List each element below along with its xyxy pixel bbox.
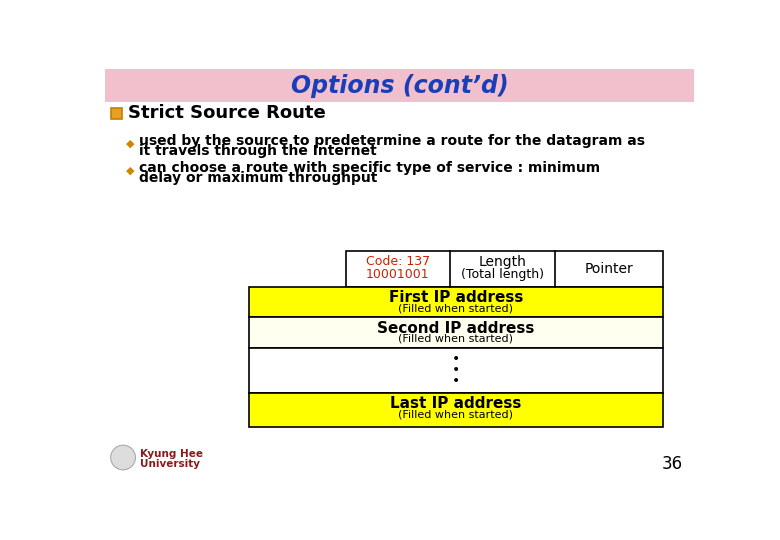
Text: Second IP address: Second IP address — [378, 321, 534, 336]
Bar — [112, 108, 122, 119]
Text: (Filled when started): (Filled when started) — [399, 334, 513, 344]
Text: 10001001: 10001001 — [366, 268, 430, 281]
Text: can choose a route with specific type of service : minimum: can choose a route with specific type of… — [140, 161, 601, 175]
Text: Pointer: Pointer — [585, 262, 633, 276]
Text: Last IP address: Last IP address — [390, 396, 522, 411]
Text: •: • — [452, 374, 460, 388]
Bar — [249, 393, 663, 427]
Text: it travels through the Internet: it travels through the Internet — [140, 144, 377, 158]
Text: University: University — [140, 458, 200, 469]
Text: (Filled when started): (Filled when started) — [399, 409, 513, 420]
Circle shape — [111, 445, 136, 470]
Text: ◆: ◆ — [126, 139, 134, 149]
Text: ◆: ◆ — [126, 166, 134, 176]
Bar — [249, 287, 663, 318]
Text: Options (cont’d): Options (cont’d) — [291, 75, 509, 98]
Text: First IP address: First IP address — [388, 290, 523, 305]
Text: Code: 137: Code: 137 — [366, 255, 430, 268]
Text: •: • — [452, 352, 460, 366]
Text: delay or maximum throughput: delay or maximum throughput — [140, 171, 378, 185]
Text: (Total length): (Total length) — [461, 268, 544, 281]
Text: Kyung Hee: Kyung Hee — [140, 449, 203, 458]
Text: 36: 36 — [661, 455, 682, 473]
Text: •: • — [452, 363, 460, 377]
Bar — [105, 70, 694, 102]
Bar — [249, 348, 663, 393]
Bar — [346, 251, 663, 287]
Bar — [249, 318, 663, 348]
Text: Length: Length — [478, 255, 526, 269]
Text: (Filled when started): (Filled when started) — [399, 303, 513, 313]
Text: Strict Source Route: Strict Source Route — [129, 104, 326, 122]
Text: used by the source to predetermine a route for the datagram as: used by the source to predetermine a rou… — [140, 134, 645, 148]
